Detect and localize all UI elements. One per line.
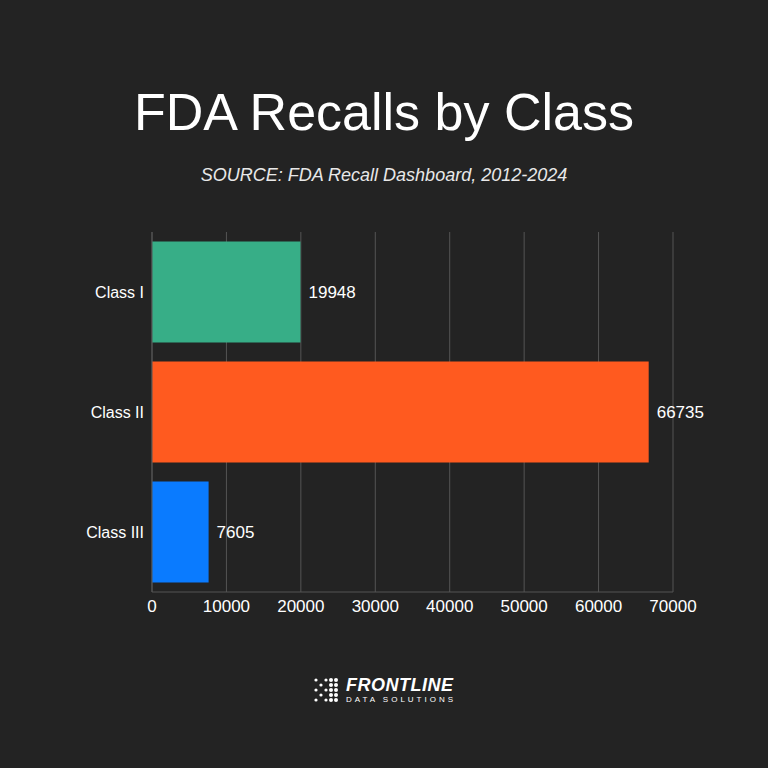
svg-text:40000: 40000: [426, 597, 473, 616]
svg-text:30000: 30000: [352, 597, 399, 616]
html-text:DATA SOLUTIONS: DATA SOLUTIONS: [345, 695, 457, 704]
html-text:FDA Recalls by Class: FDA Recalls by Class: [134, 83, 634, 141]
svg-text:20000: 20000: [277, 597, 324, 616]
html-text:SOURCE: FDA Recall Dashboard,: SOURCE: FDA Recall Dashboard, 2012-2024: [200, 165, 568, 185]
svg-text:Class III: Class III: [86, 524, 144, 541]
svg-text:10000: 10000: [203, 597, 250, 616]
svg-text:60000: 60000: [575, 597, 622, 616]
svg-text:0: 0: [147, 597, 156, 616]
svg-text:70000: 70000: [649, 597, 696, 616]
svg-text:Class II: Class II: [91, 404, 144, 421]
svg-text:66735: 66735: [657, 403, 704, 422]
svg-text:50000: 50000: [501, 597, 548, 616]
svg-text:7605: 7605: [217, 523, 255, 542]
svg-text:19948: 19948: [308, 283, 355, 302]
svg-text:Class I: Class I: [95, 284, 144, 301]
html-text:FRONTLINE: FRONTLINE: [345, 675, 454, 695]
